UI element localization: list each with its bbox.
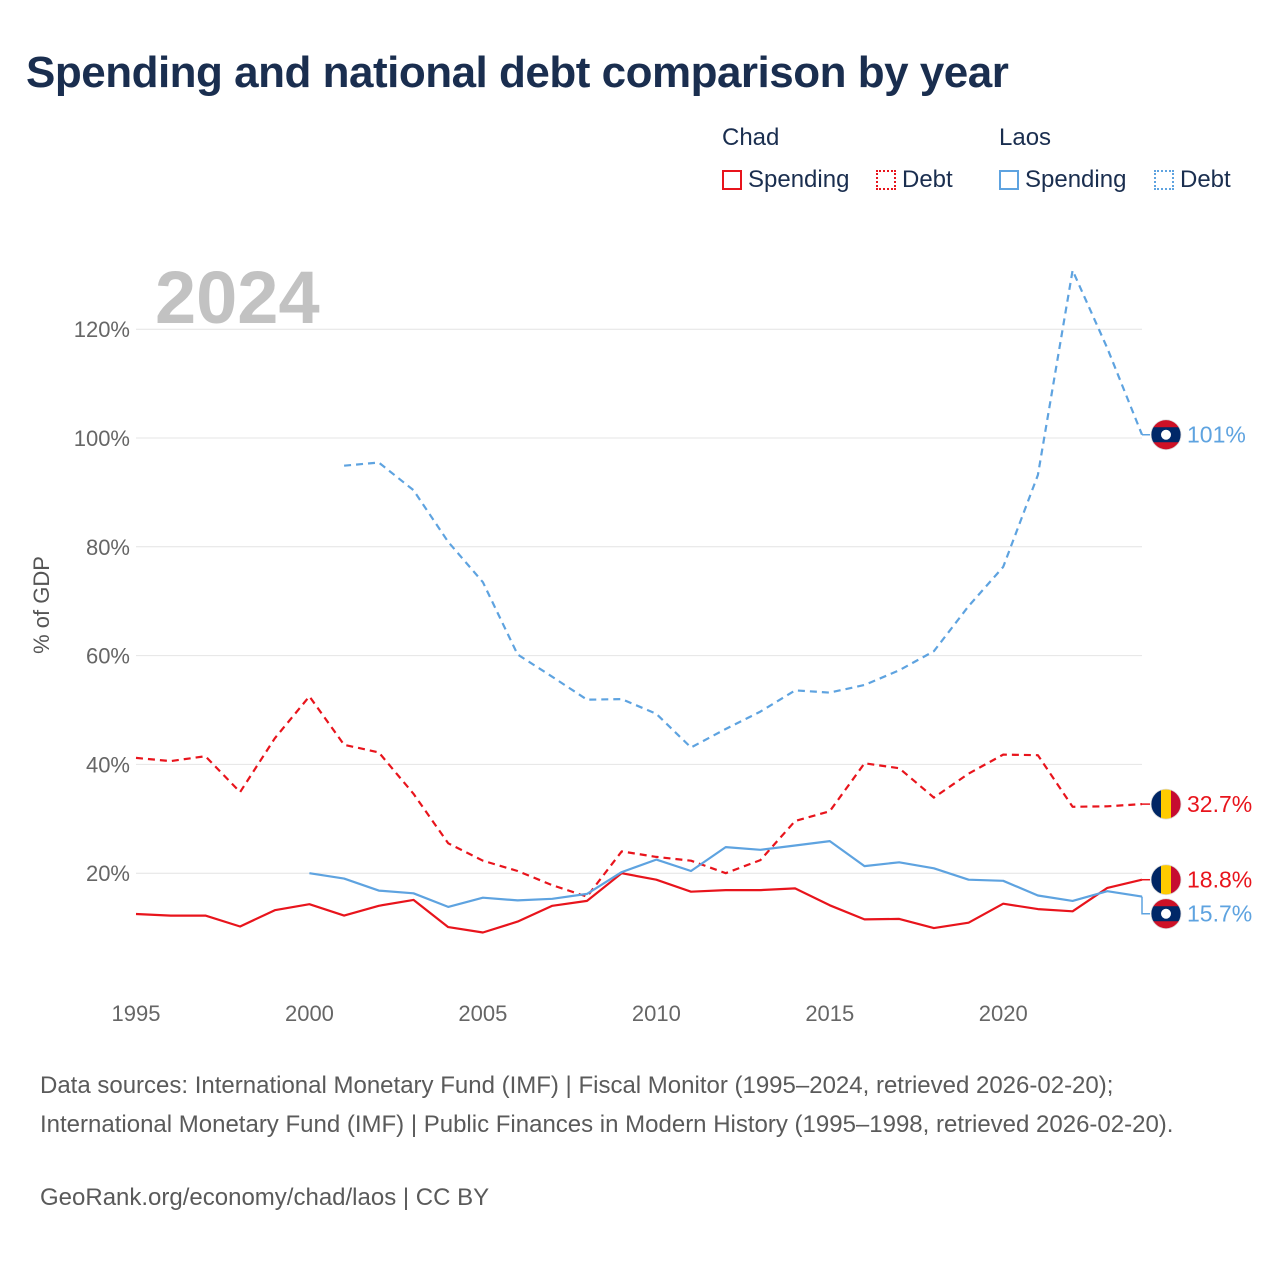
flag-stripe-blue (1151, 864, 1161, 895)
credit-line: GeoRank.org/economy/chad/laos | CC BY (40, 1184, 490, 1211)
end-value-label: 32.7% (1187, 791, 1252, 817)
flag-disc-white (1161, 429, 1171, 440)
flag-chad-icon (1150, 788, 1182, 820)
flag-chad-icon (1150, 864, 1182, 896)
legend-laos-spending[interactable]: Spending (999, 166, 1126, 194)
flag-ring (1150, 864, 1182, 896)
legend-chad-spending[interactable]: Spending (722, 166, 849, 194)
y-tick-label: 80% (86, 535, 130, 560)
y-tick-label: 100% (74, 426, 130, 451)
x-tick-label: 2000 (285, 1001, 334, 1026)
flag-body (1151, 419, 1181, 450)
x-tick-label: 2015 (805, 1001, 854, 1026)
legend-country-chad: Chad (722, 124, 780, 151)
flag-disc-white (1161, 908, 1171, 919)
legend-country-laos: Laos (999, 124, 1052, 151)
series-line-chad-spending (135, 872, 1143, 934)
flag-ring (1150, 788, 1182, 820)
legend-swatch-solid (999, 170, 1019, 190)
x-tick-label: 2020 (979, 1001, 1028, 1026)
y-tick-label: 20% (86, 861, 130, 886)
x-tick-label: 1995 (112, 1001, 161, 1026)
year-watermark: 2024 (155, 256, 320, 339)
flag-laos-icon (1150, 419, 1182, 451)
end-value-label: 101% (1187, 422, 1246, 448)
flag-stripe-yellow (1161, 864, 1171, 895)
flag-body (1151, 864, 1181, 895)
chart-title: Spending and national debt comparison by… (26, 48, 1009, 97)
legend-swatch-dotted (876, 170, 896, 190)
legend: Chad Laos Spending Debt Spending Debt (722, 124, 1262, 204)
flag-ring (1150, 419, 1182, 451)
flag-laos-icon (1150, 898, 1182, 930)
legend-swatch-solid (722, 170, 742, 190)
legend-label: Debt (1180, 166, 1231, 193)
y-tick-label: 120% (74, 317, 130, 342)
legend-label: Debt (902, 166, 953, 193)
series-line-laos-debt (343, 269, 1144, 749)
end-value-label: 18.8% (1187, 867, 1252, 893)
flag-stripe-red (1171, 864, 1181, 895)
y-tick-label: 60% (86, 644, 130, 669)
end-value-label: 15.7% (1187, 901, 1252, 927)
series-line-chad-debt (135, 695, 1143, 898)
flag-stripe-red (1171, 789, 1181, 820)
data-sources: Data sources: International Monetary Fun… (40, 1072, 1174, 1138)
legend-swatch-dotted (1154, 170, 1174, 190)
y-tick-label: 40% (86, 752, 130, 777)
flag-stripe-blue (1151, 789, 1161, 820)
legend-chad-debt[interactable]: Debt (876, 166, 953, 194)
x-tick-label: 2005 (458, 1001, 507, 1026)
series-line-laos-spending (309, 839, 1143, 909)
flag-ring (1150, 898, 1182, 930)
x-tick-label: 2010 (632, 1001, 681, 1026)
flag-body (1151, 789, 1181, 820)
flag-stripe-yellow (1161, 789, 1171, 820)
legend-label: Spending (748, 166, 850, 193)
line-chart: 20% 40% 60% 80% 100% 120% 1995 2000 2005 2010 2015… (74, 269, 1252, 1026)
y-axis-title: % of GDP (29, 556, 54, 654)
legend-label: Spending (1025, 166, 1127, 193)
end-connector (1141, 896, 1150, 915)
flag-body (1151, 898, 1181, 929)
legend-laos-debt[interactable]: Debt (1154, 166, 1231, 194)
